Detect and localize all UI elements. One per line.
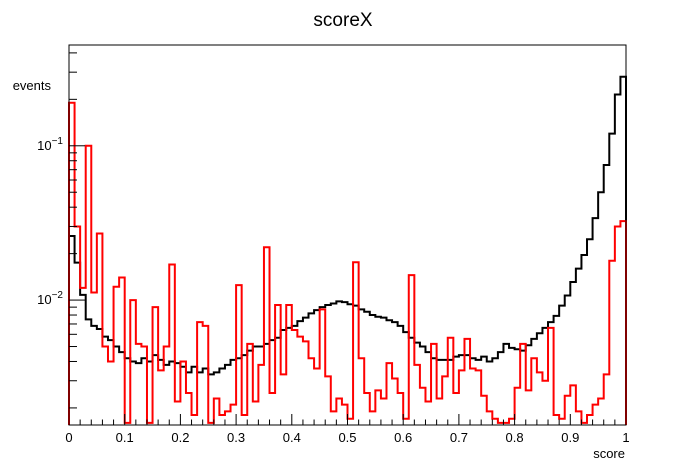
x-tick-label: 0.3: [227, 430, 245, 445]
y-tick-exponent: −1: [52, 136, 64, 147]
y-tick-label: 10−1: [37, 136, 63, 153]
series-1-step-line: [68, 101, 627, 425]
x-tick-label: 0.4: [283, 430, 301, 445]
x-tick-label: 0.7: [450, 430, 468, 445]
y-axis-label: events: [13, 78, 52, 93]
x-axis-label: score: [593, 446, 625, 461]
x-tick-label: 0.8: [506, 430, 524, 445]
x-tick-label: 0.1: [116, 430, 134, 445]
x-tick-label: 0.5: [338, 430, 356, 445]
x-tick-label: 0.9: [561, 430, 579, 445]
y-tick-base: 10: [37, 292, 51, 307]
x-tick-label: 0: [65, 430, 72, 445]
y-tick-base: 10: [37, 138, 51, 153]
x-tick-label: 1: [622, 430, 629, 445]
y-tick-exponent: −2: [52, 290, 64, 301]
series-1: [68, 101, 627, 425]
series-layer: [68, 75, 627, 425]
chart-title: scoreX: [313, 10, 372, 31]
x-tick-label: 0.2: [171, 430, 189, 445]
x-tick-label: 0.6: [394, 430, 412, 445]
axes-layer: 0 0.1 0.2 0.3 0.4 0.5 0.6 0.7 0.8 0.9 110−110−2: [37, 44, 630, 445]
y-tick-label: 10−2: [37, 290, 63, 307]
